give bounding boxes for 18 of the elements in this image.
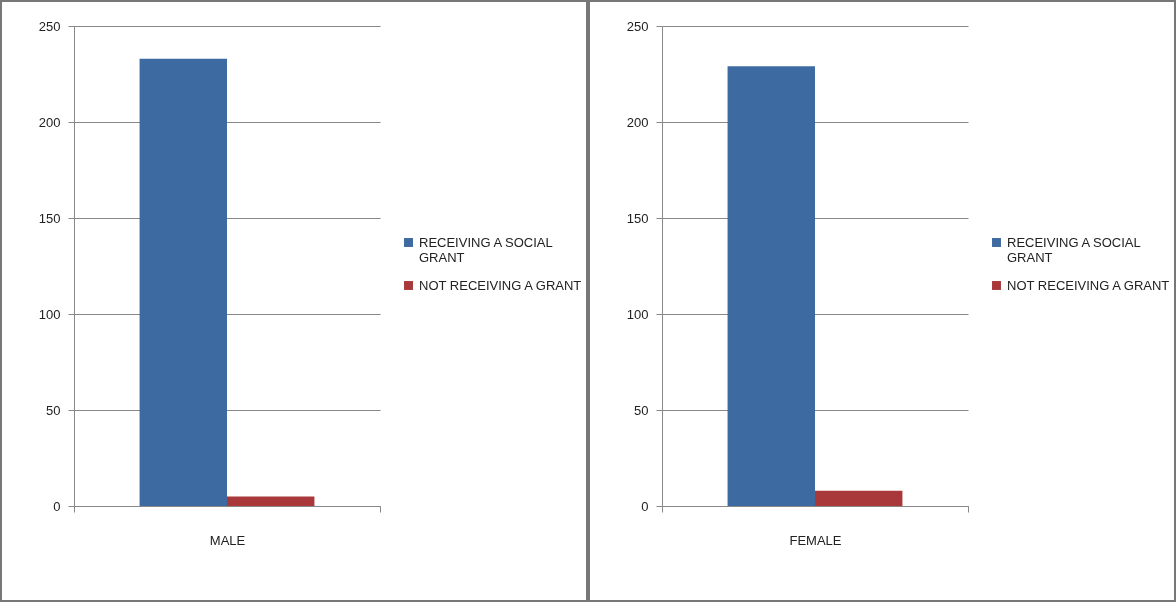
x-tick-label: MALE <box>209 532 246 548</box>
y-tick-label: 150 <box>626 210 649 226</box>
legend-label: NOT RECEIVING A GRANT <box>1007 277 1170 293</box>
y-tick-label: 250 <box>626 18 649 34</box>
y-tick-label: 0 <box>641 498 649 514</box>
x-tick-label: FEMALE <box>789 532 842 548</box>
legend-label: RECEIVING A SOCIAL GRANT <box>419 234 553 265</box>
legend-label: NOT RECEIVING A GRANT <box>419 277 582 293</box>
y-tick-label: 0 <box>53 498 61 514</box>
y-tick-label: 50 <box>46 402 61 418</box>
y-tick-label: 250 <box>38 18 61 34</box>
legend-label: RECEIVING A SOCIAL GRANT <box>1007 234 1141 265</box>
y-tick-label: 100 <box>626 306 649 322</box>
y-tick-label: 50 <box>634 402 649 418</box>
y-tick-label: 150 <box>38 210 61 226</box>
y-tick-label: 100 <box>38 306 61 322</box>
y-tick-label: 200 <box>626 114 649 130</box>
y-tick-label: 200 <box>38 114 61 130</box>
